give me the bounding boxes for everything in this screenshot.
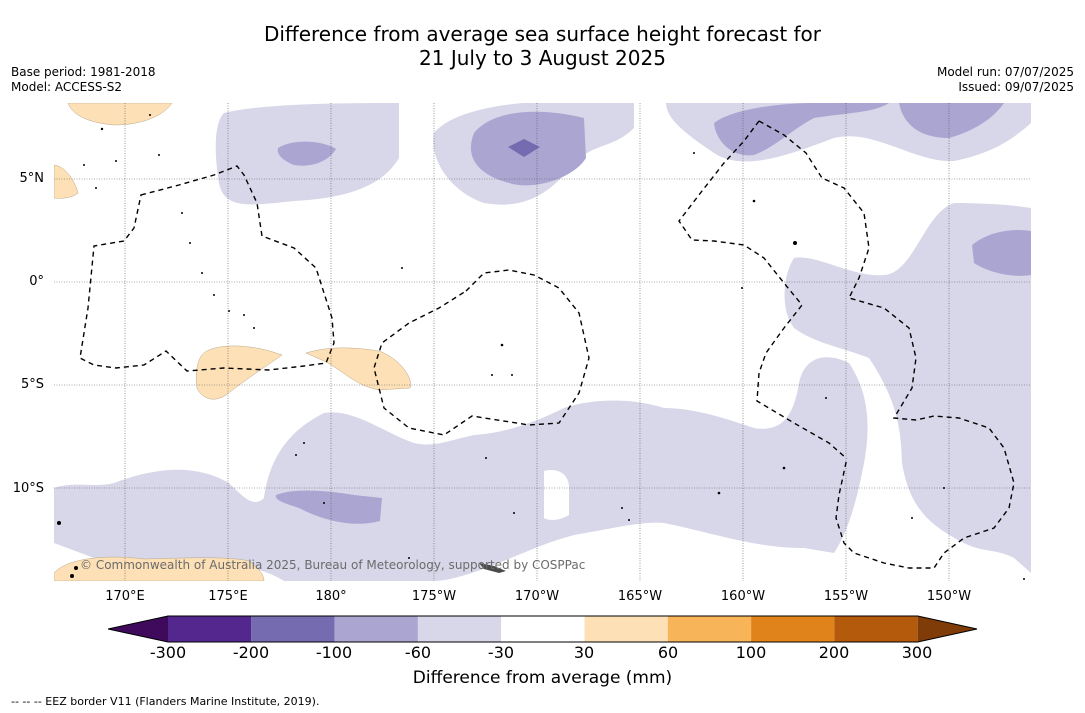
grid-lines xyxy=(54,103,1031,581)
colorbar-tick: 30 xyxy=(573,643,595,662)
lon-label-175e: 175°E xyxy=(208,589,248,604)
colorbar-tick: 60 xyxy=(657,643,679,662)
issued-date-text: Issued: 09/07/2025 xyxy=(958,80,1074,94)
copyright-notice: © Commonwealth of Australia 2025, Bureau… xyxy=(80,558,586,572)
model-run-text: Model run: 07/07/2025 xyxy=(936,65,1074,79)
island-markers xyxy=(57,114,1025,580)
title-line-1: Difference from average sea surface heig… xyxy=(263,22,822,46)
colorbar-tick: 200 xyxy=(818,643,850,662)
colorbar-swatch xyxy=(251,616,335,642)
colorbar-label: Difference from average (mm) xyxy=(412,668,673,688)
title-line-2: 21 July to 3 August 2025 xyxy=(419,46,666,70)
colorbar-extend-high xyxy=(917,616,977,642)
anomaly-dark-patch xyxy=(508,139,540,157)
colorbar-swatch xyxy=(667,616,752,642)
lon-label-175w: 175°W xyxy=(411,589,457,604)
colorbar-swatch xyxy=(501,616,585,642)
lon-label-170w: 170°W xyxy=(514,589,560,604)
colorbar-swatch xyxy=(751,616,835,642)
colorbar xyxy=(108,615,978,643)
map-title: Difference from average sea surface heig… xyxy=(0,22,1085,70)
lat-label-5s: 5°S xyxy=(20,377,44,392)
lat-label-0: 0° xyxy=(29,274,44,289)
run-info: Model run: 07/07/2025 Issued: 09/07/2025 xyxy=(937,65,1074,95)
colorbar-swatch xyxy=(417,616,502,642)
colorbar-outline xyxy=(108,615,978,643)
samoa-island xyxy=(479,563,506,573)
colorbar-tick: -200 xyxy=(232,643,270,662)
lon-label-180: 180° xyxy=(315,589,347,604)
anomaly-positive-regions xyxy=(54,103,411,581)
colorbar-swatch xyxy=(584,616,668,642)
colorbar-swatch xyxy=(334,616,418,642)
lon-label-160w: 160°W xyxy=(720,589,766,604)
eez-borders xyxy=(79,120,1015,569)
colorbar-tick: 300 xyxy=(901,643,933,662)
model-info: Base period: 1981-2018 Model: ACCESS-S2 xyxy=(11,65,156,95)
colorbar-tick: 100 xyxy=(735,643,767,662)
lon-label-150w: 150°W xyxy=(926,589,972,604)
lon-label-165w: 165°W xyxy=(617,589,663,604)
colorbar-extend-low xyxy=(108,616,168,642)
lon-label-155w: 155°W xyxy=(823,589,869,604)
lat-label-10s: 10°S xyxy=(12,481,44,496)
map-panel xyxy=(54,103,1031,581)
colorbar-tick: -60 xyxy=(404,643,432,662)
colorbar-tick: -100 xyxy=(315,643,353,662)
colorbar-tick: -30 xyxy=(487,643,515,662)
neutral-patch xyxy=(544,469,569,520)
model-name-text: Model: ACCESS-S2 xyxy=(11,80,123,94)
colorbar-swatch xyxy=(834,616,918,642)
eez-footnote: -- -- -- EEZ border V11 (Flanders Marine… xyxy=(11,695,320,708)
colorbar-swatch xyxy=(168,616,252,642)
colorbar-tick: -300 xyxy=(149,643,187,662)
lat-label-5n: 5°N xyxy=(19,171,45,186)
base-period-text: Base period: 1981-2018 xyxy=(11,65,156,79)
lon-label-170e: 170°E xyxy=(105,589,145,604)
map-canvas xyxy=(54,103,1031,581)
